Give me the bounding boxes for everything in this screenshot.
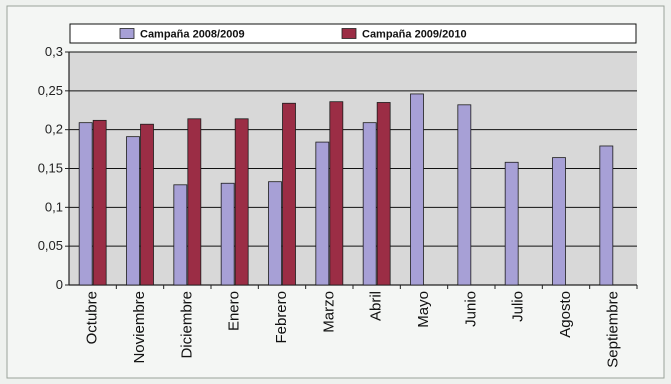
legend-label: Campaña 2008/2009 [140,29,245,41]
x-tick-label: Junio [462,291,479,327]
bar-1 [315,141,330,286]
x-tick-label: Enero [226,291,243,331]
bar-1 [410,93,424,286]
bar-2 [376,102,391,286]
bar-1 [552,157,566,286]
bar-2 [140,123,154,286]
x-tick-label: Octubre [84,291,101,344]
bar-1 [268,181,282,286]
bar-1 [173,184,188,286]
y-tick-label: 0,15 [38,161,63,176]
x-tick-label: Diciembre [178,291,195,359]
y-tick-label: 0,25 [38,83,63,98]
bar-2 [329,101,344,286]
x-tick-label: Julio [510,291,527,322]
x-tick-label: Mayo [415,291,432,328]
bar-2 [282,102,296,286]
x-tick-label: Septiembre [604,291,621,368]
legend-swatch [119,28,135,39]
x-tick-label: Agosto [557,291,574,338]
bar-1 [504,161,519,286]
bar-2 [187,118,202,286]
bar-2 [234,118,249,286]
bar-1 [599,145,614,286]
bar-1 [78,122,93,286]
legend-swatch [341,28,357,39]
y-tick-label: 0 [56,277,63,292]
y-tick-label: 0,1 [45,199,63,214]
bar-1 [362,122,377,286]
x-tick-label: Marzo [320,291,337,333]
y-tick-label: 0,3 [45,44,63,59]
bar-1 [457,104,472,286]
y-tick-label: 0,2 [45,122,63,137]
legend-label: Campaña 2009/2010 [362,29,467,41]
y-tick-label: 0,05 [38,238,63,253]
x-tick-label: Abril [368,291,385,321]
legend: Campaña 2008/2009 Campaña 2009/2010 [69,23,637,44]
bar-1 [220,182,235,286]
x-tick-label: Noviembre [131,291,148,364]
x-tick-label: Febrero [273,291,290,344]
bar-2 [92,119,107,286]
plot-area: 0 0,05 0,1 0,15 0,2 0,25 0,3 Octubre Noviembre Di… [38,44,638,368]
bar-1 [126,136,140,286]
